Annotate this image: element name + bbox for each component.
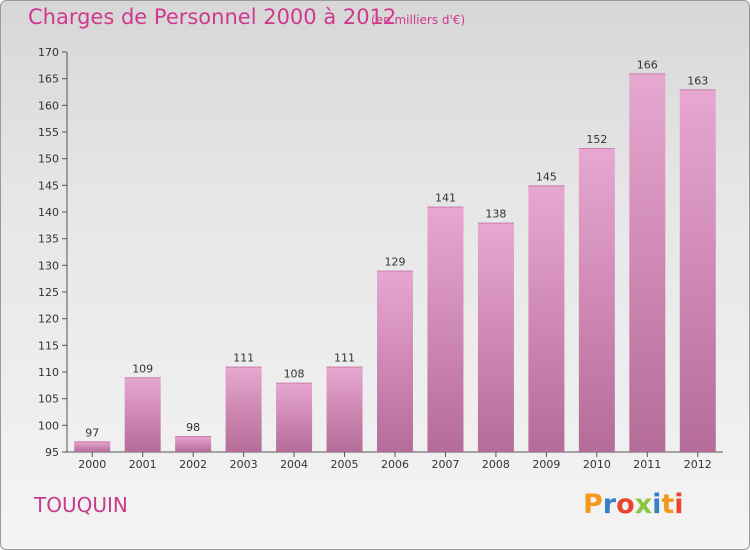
y-tick-label: 105: [38, 393, 59, 406]
y-tick-label: 125: [38, 286, 59, 299]
y-tick-label: 165: [38, 73, 59, 86]
x-tick-label: 2004: [280, 458, 308, 471]
y-tick-label: 170: [38, 46, 59, 59]
x-tick-label: 2008: [482, 458, 510, 471]
logo-letter: i: [674, 489, 684, 520]
x-tick-label: 2003: [230, 458, 258, 471]
commune-name: TOUQUIN: [34, 493, 128, 517]
y-tick-label: 155: [38, 126, 59, 139]
x-tick-label: 2006: [381, 458, 409, 471]
bar-value-label: 111: [233, 352, 254, 365]
logo-letter: t: [661, 489, 675, 520]
bar-value-label: 108: [284, 368, 305, 381]
bar-value-label: 138: [485, 208, 506, 221]
chart-bars: 97 109 98 111 108 111 129 141 138 145 152 166 163: [74, 58, 716, 453]
x-tick-label: 2002: [179, 458, 207, 471]
x-tick-label: 2000: [78, 458, 106, 471]
y-tick-label: 95: [45, 446, 59, 459]
bar-2002: [175, 436, 212, 452]
bar-2000: [74, 441, 111, 452]
bar-2005: [326, 366, 363, 452]
bar-2011: [629, 73, 666, 452]
bar-value-label: 145: [536, 170, 557, 183]
bar-2006: [377, 270, 413, 452]
logo-letter: x: [634, 489, 653, 520]
x-tick-label: 2012: [684, 458, 712, 471]
y-tick-label: 160: [38, 99, 59, 112]
bar-value-label: 98: [186, 421, 200, 434]
bar-2012: [679, 89, 716, 452]
bar-value-label: 163: [687, 74, 708, 87]
y-tick-label: 145: [38, 179, 59, 192]
bar-2010: [578, 148, 615, 452]
x-tick-label: 2009: [532, 458, 560, 471]
x-tick-label: 2007: [431, 458, 459, 471]
x-tick-label: 2010: [583, 458, 611, 471]
x-tick-label: 2005: [331, 458, 359, 471]
bar-2008: [477, 222, 514, 452]
bar-2007: [427, 206, 464, 452]
bar-value-label: 141: [435, 192, 456, 205]
bar-value-label: 129: [385, 256, 406, 269]
proxiti-logo: Proxiti: [583, 489, 684, 520]
bar-2001: [124, 377, 161, 452]
bar-2004: [276, 382, 313, 452]
logo-letter: i: [652, 489, 662, 520]
y-tick-label: 150: [38, 153, 59, 166]
y-tick-label: 130: [38, 259, 59, 272]
logo-letter: r: [602, 489, 617, 520]
chart-axes: 95 100 105 110 115 120 125 130 135 140 145 150 155 16…: [38, 46, 723, 471]
x-tick-label: 2011: [633, 458, 661, 471]
bar-2003: [225, 366, 262, 452]
y-tick-label: 140: [38, 206, 59, 219]
y-tick-label: 115: [38, 339, 59, 352]
y-tick-label: 135: [38, 233, 59, 246]
bar-value-label: 111: [334, 352, 355, 365]
y-tick-label: 120: [38, 313, 59, 326]
logo-letter: P: [583, 489, 603, 520]
bar-value-label: 166: [637, 58, 658, 71]
x-tick-label: 2001: [129, 458, 157, 471]
y-tick-label: 100: [38, 419, 59, 432]
logo-letter: o: [616, 489, 635, 520]
bar-2009: [528, 185, 565, 453]
y-tick-label: 110: [38, 366, 59, 379]
chart-title: Charges de Personnel 2000 à 2012: [28, 5, 397, 29]
bar-value-label: 97: [85, 426, 99, 439]
bar-value-label: 152: [586, 133, 607, 146]
bar-value-label: 109: [132, 362, 153, 375]
chart-subtitle: (en milliers d'€): [371, 13, 466, 27]
